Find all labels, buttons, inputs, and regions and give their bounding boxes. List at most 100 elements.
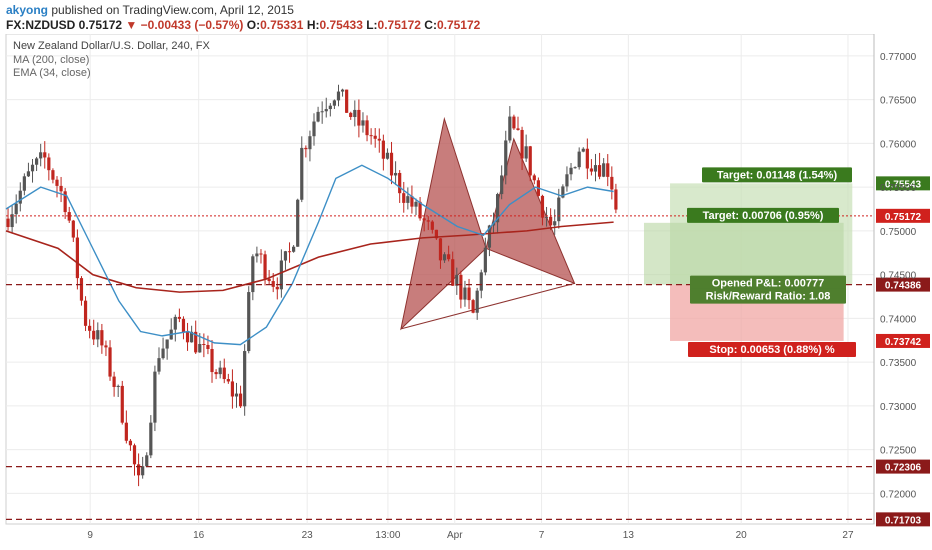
price-chart[interactable]: 0.74386 0.72306 0.71703 0.75172 Target: 0.0… xyxy=(0,34,932,550)
y-tick-label: 0.72500 xyxy=(880,446,917,457)
open-pl-label: Opened P&L: 0.00777 xyxy=(712,278,825,290)
candle-body xyxy=(190,331,194,343)
target1-label-box xyxy=(702,167,852,183)
price-change: −0.00433 (−0.57%) xyxy=(140,18,244,32)
candle-body xyxy=(577,151,581,168)
candle-body xyxy=(324,109,328,112)
author-link[interactable]: akyong xyxy=(6,3,49,17)
candle-body xyxy=(610,176,614,190)
candle-body xyxy=(544,216,549,218)
level-price-badge xyxy=(876,459,930,474)
candle-body xyxy=(218,367,222,375)
open-pl-label-box xyxy=(690,275,846,291)
candle-body xyxy=(157,358,161,372)
candle-body xyxy=(39,152,43,159)
candle-body xyxy=(389,152,394,176)
candle-body xyxy=(353,109,357,118)
candle-body xyxy=(394,172,398,176)
candle-body xyxy=(463,287,467,300)
candle-body xyxy=(585,148,589,169)
candle-body xyxy=(177,316,181,319)
candle-body xyxy=(279,260,283,290)
indicator-ema34[interactable]: EMA (34, close) xyxy=(13,67,91,79)
candle-body xyxy=(340,89,345,92)
candle-body xyxy=(361,120,365,126)
candle-body xyxy=(402,193,406,203)
current-price-badge xyxy=(876,208,930,223)
candle-body xyxy=(247,292,251,352)
candle-body xyxy=(136,464,141,476)
candle-body xyxy=(495,194,500,223)
candle-body xyxy=(75,237,79,279)
candle-body xyxy=(532,175,536,181)
candle-body xyxy=(100,330,104,346)
level-price-label: 0.72306 xyxy=(885,463,922,474)
position-labels: Target: 0.01148 (1.54%) Target: 0.00706 (… xyxy=(687,167,930,357)
candle-body xyxy=(251,256,255,293)
close-label: C: xyxy=(424,18,437,32)
candle-body xyxy=(528,146,532,176)
candle-body xyxy=(55,179,59,186)
indicator-ma200[interactable]: MA (200, close) xyxy=(13,54,89,66)
x-tick-label: 13:00 xyxy=(375,530,400,541)
y-tick-label: 0.73500 xyxy=(880,358,917,369)
candle-body xyxy=(51,170,55,180)
candle-body xyxy=(267,278,271,282)
candle-body xyxy=(173,316,177,330)
y-tick-label: 0.75000 xyxy=(880,227,917,238)
pattern-triangle xyxy=(400,116,487,331)
candle-body xyxy=(14,203,18,215)
candle-body xyxy=(30,164,35,172)
candle-body xyxy=(369,135,373,137)
candle-body xyxy=(410,196,414,207)
candle-body xyxy=(161,348,165,359)
high-label: H: xyxy=(306,18,320,32)
candle-body xyxy=(300,147,304,200)
y-tick-label: 0.76500 xyxy=(880,96,917,107)
candle-body xyxy=(422,218,426,221)
candle-body xyxy=(345,89,349,113)
candle-body xyxy=(438,238,443,261)
candle-body xyxy=(602,163,606,177)
candle-body xyxy=(141,466,145,476)
candle-body xyxy=(263,254,267,279)
candle-body xyxy=(434,229,438,239)
candle-body xyxy=(500,175,504,195)
candle-body xyxy=(165,339,169,349)
position-price-label: 0.75543 xyxy=(885,179,922,190)
candle-body xyxy=(512,116,516,129)
candle-body xyxy=(373,135,377,139)
risk-reward-label: Risk/Reward Ratio: 1.08 xyxy=(706,291,831,303)
candle-body xyxy=(255,253,259,257)
candle-body xyxy=(414,201,418,207)
low-value: 0.75172 xyxy=(377,18,421,32)
x-tick-label: 23 xyxy=(302,530,314,541)
candle-body xyxy=(88,325,92,331)
horizontal-levels: 0.74386 0.72306 0.71703 0.75172 xyxy=(6,208,930,527)
candle-body xyxy=(120,385,124,423)
candle-body xyxy=(549,216,553,226)
pattern-xd-line xyxy=(400,282,575,330)
candle-body xyxy=(524,146,528,159)
close-value: 0.75172 xyxy=(436,18,481,32)
target2-label-box xyxy=(687,207,839,223)
symbol-label[interactable]: FX:NZDUSD xyxy=(6,18,76,32)
candle-body xyxy=(92,330,96,340)
position-price-badge xyxy=(876,333,930,348)
y-tick-label: 0.75500 xyxy=(880,183,917,194)
x-tick-label: 13 xyxy=(623,530,635,541)
position-zones xyxy=(643,183,853,341)
y-tick-label: 0.74500 xyxy=(880,271,917,282)
candle-body xyxy=(149,422,153,456)
candle-body xyxy=(487,225,492,248)
candle-body xyxy=(181,318,186,333)
stop-label-box xyxy=(688,341,856,357)
x-tick-label: 27 xyxy=(842,530,854,541)
candle-body xyxy=(614,189,618,210)
candle-body xyxy=(520,129,524,159)
candle-body xyxy=(479,272,483,291)
candle-body xyxy=(79,278,84,301)
candle-body xyxy=(312,121,316,137)
y-tick-label: 0.73000 xyxy=(880,402,917,413)
x-tick-label: 16 xyxy=(193,530,205,541)
